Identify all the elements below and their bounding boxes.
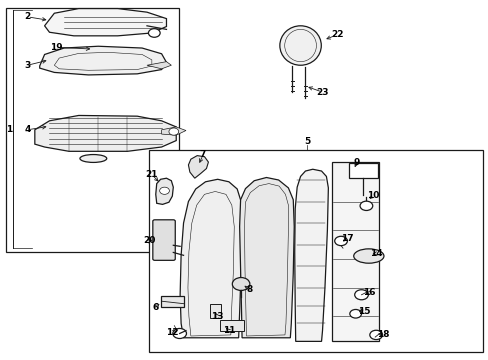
Polygon shape — [180, 179, 242, 338]
Polygon shape — [35, 116, 176, 151]
Text: 16: 16 — [362, 288, 374, 297]
Polygon shape — [239, 177, 294, 338]
Text: 10: 10 — [367, 191, 379, 200]
Text: 14: 14 — [369, 249, 382, 258]
Bar — [5, 8, 178, 252]
Text: 20: 20 — [143, 237, 155, 246]
Polygon shape — [44, 9, 166, 36]
Text: 12: 12 — [166, 328, 178, 337]
FancyBboxPatch shape — [153, 220, 175, 260]
Circle shape — [232, 278, 249, 291]
Text: 21: 21 — [145, 170, 158, 179]
Circle shape — [172, 328, 186, 338]
Circle shape — [359, 201, 372, 211]
Text: 18: 18 — [376, 330, 388, 339]
Ellipse shape — [279, 26, 321, 65]
Text: 1: 1 — [6, 125, 13, 134]
Text: 15: 15 — [357, 307, 369, 316]
Text: 2: 2 — [24, 12, 31, 21]
Circle shape — [369, 330, 382, 339]
Text: 11: 11 — [222, 326, 235, 335]
Text: 4: 4 — [24, 125, 31, 134]
Text: 6: 6 — [152, 303, 159, 312]
Text: 13: 13 — [211, 312, 224, 321]
Circle shape — [349, 310, 361, 318]
Text: 3: 3 — [24, 61, 31, 70]
Text: 8: 8 — [246, 285, 252, 294]
Polygon shape — [188, 156, 208, 178]
Text: 7: 7 — [200, 150, 206, 159]
Bar — [210, 304, 221, 318]
Polygon shape — [156, 178, 173, 204]
Circle shape — [159, 187, 169, 194]
Polygon shape — [40, 46, 166, 75]
Circle shape — [354, 290, 367, 300]
Polygon shape — [294, 169, 328, 341]
Circle shape — [334, 236, 346, 246]
Text: 5: 5 — [303, 137, 309, 146]
Bar — [160, 296, 183, 307]
Polygon shape — [147, 62, 171, 69]
Text: 23: 23 — [316, 87, 328, 96]
Text: 22: 22 — [330, 30, 343, 39]
Bar — [220, 320, 243, 330]
Text: 17: 17 — [340, 234, 352, 243]
Bar — [331, 162, 378, 341]
Bar — [348, 163, 377, 178]
Circle shape — [148, 29, 160, 37]
Text: 19: 19 — [50, 43, 63, 52]
Circle shape — [168, 128, 178, 135]
Polygon shape — [161, 127, 185, 135]
Ellipse shape — [353, 249, 383, 263]
Bar — [149, 149, 483, 352]
Ellipse shape — [80, 154, 106, 162]
Text: 9: 9 — [353, 158, 359, 167]
